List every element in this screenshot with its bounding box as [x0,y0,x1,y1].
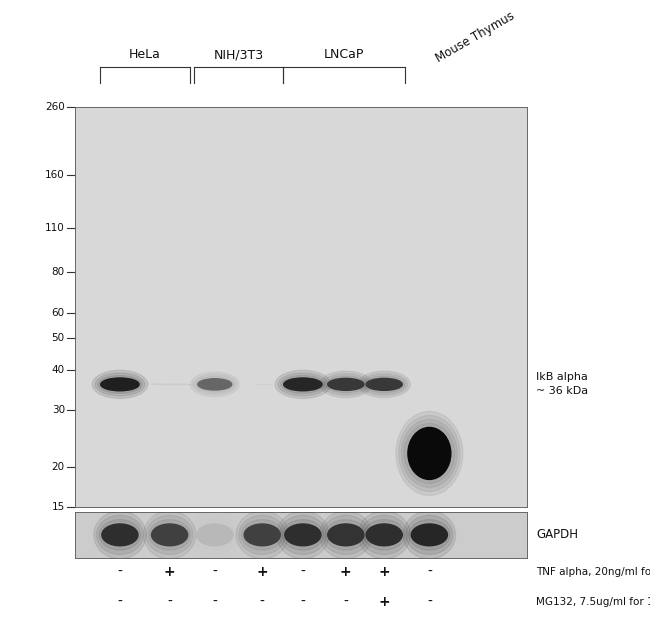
Text: -: - [260,595,265,609]
Ellipse shape [283,378,322,391]
Ellipse shape [277,511,329,559]
Text: -: - [427,595,432,609]
Text: -: - [300,595,306,609]
Ellipse shape [408,427,451,479]
Ellipse shape [280,515,326,554]
Text: +: + [340,565,352,579]
Text: MG132, 7.5ug/ml for 1 hr: MG132, 7.5ug/ml for 1 hr [536,597,650,607]
Ellipse shape [328,379,364,391]
Ellipse shape [278,373,328,396]
Text: -: - [300,565,306,579]
Ellipse shape [236,511,289,559]
Text: 40: 40 [52,365,65,375]
Ellipse shape [94,511,146,559]
Ellipse shape [320,371,372,398]
Ellipse shape [198,379,232,390]
Ellipse shape [358,511,410,559]
Ellipse shape [96,515,144,554]
Ellipse shape [146,515,193,554]
Text: LNCaP: LNCaP [323,48,364,61]
Ellipse shape [358,371,410,398]
Ellipse shape [328,524,364,546]
Ellipse shape [197,524,233,546]
Text: 60: 60 [52,307,65,318]
Ellipse shape [151,524,188,546]
Text: +: + [164,565,176,579]
Text: TNF alpha, 20ng/ml for 10 min: TNF alpha, 20ng/ml for 10 min [536,567,650,577]
Text: GAPDH: GAPDH [536,529,578,541]
Ellipse shape [244,524,280,546]
Ellipse shape [363,376,405,392]
Text: +: + [378,595,390,609]
Ellipse shape [322,515,369,554]
Text: -: - [118,565,122,579]
Text: 260: 260 [45,102,65,112]
Ellipse shape [239,515,286,554]
Ellipse shape [95,373,145,396]
Text: -: - [213,565,217,579]
Ellipse shape [241,520,283,550]
Ellipse shape [409,520,450,550]
Ellipse shape [361,374,408,395]
Ellipse shape [404,423,454,483]
Text: -: - [167,595,172,609]
Text: +: + [256,565,268,579]
Ellipse shape [193,374,237,394]
Ellipse shape [398,415,460,491]
Ellipse shape [92,370,148,398]
Text: -: - [213,595,217,609]
Text: +: + [378,565,390,579]
Ellipse shape [363,520,405,550]
Ellipse shape [411,524,447,546]
Text: 50: 50 [52,333,65,343]
Ellipse shape [366,379,402,391]
Ellipse shape [325,376,367,392]
Text: 80: 80 [52,267,65,277]
Text: Mouse Thymus: Mouse Thymus [434,9,517,65]
Ellipse shape [98,375,142,393]
Ellipse shape [325,520,367,550]
Ellipse shape [190,372,239,397]
Text: 30: 30 [52,405,65,415]
Text: NIH/3T3: NIH/3T3 [213,48,263,61]
Ellipse shape [281,375,325,393]
Text: 110: 110 [45,223,65,232]
Ellipse shape [102,524,138,546]
Ellipse shape [275,370,331,398]
Text: HeLa: HeLa [129,48,161,61]
Text: -: - [343,595,348,609]
Ellipse shape [282,520,324,550]
Ellipse shape [320,511,372,559]
Ellipse shape [99,520,140,550]
Ellipse shape [322,374,369,395]
Ellipse shape [285,524,321,546]
Ellipse shape [406,515,453,554]
Ellipse shape [149,520,190,550]
Text: -: - [427,565,432,579]
Ellipse shape [195,377,234,392]
Text: 160: 160 [45,170,65,180]
Ellipse shape [396,411,463,495]
Text: IkB alpha
~ 36 kDa: IkB alpha ~ 36 kDa [536,372,588,396]
Ellipse shape [403,511,456,559]
Ellipse shape [401,420,458,488]
Ellipse shape [101,378,139,391]
Text: -: - [118,595,122,609]
Ellipse shape [361,515,408,554]
Ellipse shape [366,524,402,546]
Text: 15: 15 [51,502,65,512]
Ellipse shape [144,511,196,559]
Text: 20: 20 [52,462,65,472]
